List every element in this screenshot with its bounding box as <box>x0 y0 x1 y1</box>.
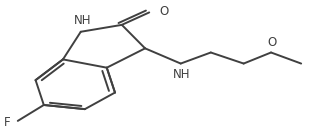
Text: NH: NH <box>173 68 191 81</box>
Text: F: F <box>4 116 10 129</box>
Text: NH: NH <box>73 14 91 27</box>
Text: O: O <box>268 36 277 49</box>
Text: O: O <box>160 5 169 18</box>
